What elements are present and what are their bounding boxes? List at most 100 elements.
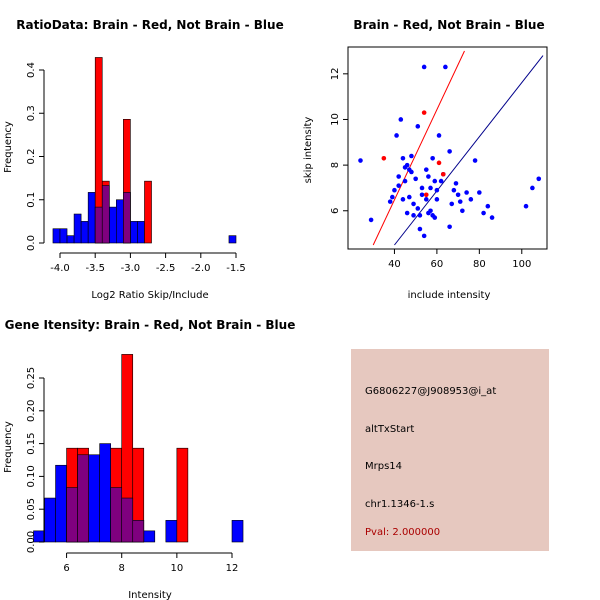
ratio-hist-title: RatioData: Brain - Red, Not Brain - Blue [16,18,283,32]
y-tick-label: 0.05 [26,498,37,520]
not-brain-point [394,133,399,138]
x-tick-label: 6 [63,563,69,574]
diagonal-line [394,55,544,246]
not-brain-point [460,208,465,214]
gene-hist-xlabel: Intensity [128,590,172,600]
not-brain-point [417,226,423,232]
y-tick-label: 0.20 [26,400,37,422]
not-brain-point [434,187,440,193]
not-brain-point [421,64,427,70]
y-tick-label: 0.10 [26,465,37,487]
not-brain-point [489,215,495,220]
brain-point [440,171,446,177]
x-tick-label: 10 [170,563,183,574]
ratio-hist-xlabel: Log2 Ratio Skip/Include [91,290,208,301]
not-brain-point [457,199,463,204]
not-brain-point [423,167,429,172]
not-brain-point [430,155,435,161]
x-tick-label: -1.5 [226,263,246,274]
not-brain-point [400,155,406,161]
scatter-xlabel: include intensity [408,290,491,301]
not-brain-point [417,213,423,218]
not-brain-bar [87,192,96,244]
not-brain-point [426,174,431,179]
not-brain-point [404,210,410,216]
not-brain-point [451,187,457,193]
ratio-hist-ylabel: Frequency [3,121,14,173]
not-brain-point [421,233,427,239]
y-tick-label: 0.4 [26,62,37,78]
not-brain-point [413,176,418,182]
not-brain-bar [52,228,61,244]
intensity-scatter-panel: Brain - Red, Not Brain - Blue 40 60 80 100 6… [303,18,548,301]
fit-lines [372,50,544,246]
not-brain-point [432,178,438,184]
brain-point [381,155,387,161]
not-brain-point [477,190,482,195]
y-tick-label: 12 [330,67,341,80]
x-tick-label: -3.5 [85,263,105,274]
gene-hist-ylabel: Frequency [3,421,14,473]
y-tick-label: 0.15 [26,432,37,454]
not-brain-point [415,206,421,211]
not-brain-point [468,197,474,202]
locus-id: chr1.1346-1.s [365,499,435,510]
not-brain-point [415,124,421,129]
not-brain-bar [108,206,117,244]
overlap-bar [110,487,123,543]
not-brain-bar [99,443,111,543]
not-brain-point [396,183,401,188]
not-brain-point [398,117,404,122]
not-brain-point [396,174,401,179]
not-brain-bar [137,221,145,244]
y-tick-label: 0.00 [26,531,37,553]
x-tick-label: 60 [431,259,444,270]
not-brain-bar [143,530,156,543]
not-brain-point [409,153,414,159]
not-brain-point [419,185,425,191]
not-brain-point [404,162,410,168]
not-brain-point [368,217,374,223]
not-brain-point [402,178,408,184]
not-brain-point [481,210,486,216]
not-brain-point [411,213,416,218]
not-brain-point [438,178,444,184]
y-tick-label: 0.3 [26,105,37,121]
not-brain-point [434,197,440,202]
x-tick-label: 100 [512,259,531,270]
not-brain-bar [116,199,124,244]
overlap-bar [101,185,110,244]
event-type: altTxStart [365,424,415,435]
y-tick-label: 6 [330,208,341,214]
gene-name: Mrps14 [365,461,403,472]
not-brain-point [443,64,448,70]
brain-point [436,160,442,166]
brain-bar [176,447,189,543]
overlap-bar [66,487,78,543]
not-brain-point [536,176,542,182]
not-brain-bar [66,235,75,244]
x-tick-label: 80 [473,259,486,270]
scatter-plot-frame [347,46,548,250]
gene-histogram-panel: Gene Itensity: Brain - Red, Not Brain - … [3,318,295,600]
not-brain-bar [130,221,138,244]
y-tick-label: 0.0 [26,235,37,251]
y-tick-label: 0.25 [26,367,37,389]
not-brain-point [409,169,414,175]
not-brain-point [387,199,393,204]
not-brain-point [411,201,416,207]
not-brain-bar [165,520,178,543]
brain-fit-line [372,50,465,246]
not-brain-bar [73,213,82,244]
not-brain-point [390,194,395,200]
pval-text: Pval: 2.000000 [365,527,441,538]
brain-bar [144,180,152,244]
not-brain-point [455,192,461,198]
x-tick-label: -3.0 [121,263,141,274]
not-brain-bar [44,497,56,543]
not-brain-point [523,203,529,209]
not-brain-point [447,149,452,154]
not-brain-point [407,194,412,200]
not-brain-point [453,181,459,186]
